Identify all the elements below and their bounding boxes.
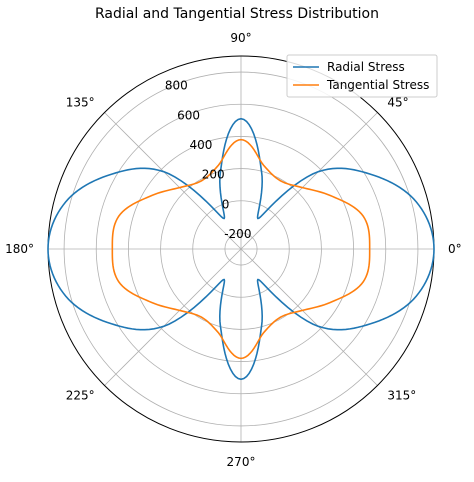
series-line-radial-stress — [47, 117, 435, 381]
angle-tick-label: 90° — [230, 31, 251, 45]
angle-grid-line — [240, 248, 378, 386]
angle-tick-label: 270° — [227, 455, 256, 469]
angle-grid-line — [104, 112, 242, 250]
polar-grid — [47, 55, 435, 443]
series-line-tangential-stress — [111, 138, 371, 360]
r-tick-label: 800 — [165, 79, 188, 93]
legend-label: Radial Stress — [327, 60, 405, 74]
legend-label: Tangential Stress — [326, 78, 429, 92]
angle-grid-line — [240, 112, 378, 250]
angle-tick-label: 0° — [448, 242, 462, 256]
angle-tick-label: 45° — [387, 96, 408, 110]
r-tick-label: 400 — [189, 138, 212, 152]
axis-labels: 0° 45° 90° 135° 180° 225° 270° 315° -200 0 200 400 6… — [5, 31, 462, 469]
angle-grid-line — [104, 248, 242, 386]
r-tick-label: -200 — [224, 227, 251, 241]
legend[interactable]: Radial Stress Tangential Stress — [286, 54, 438, 98]
angle-tick-label: 225° — [66, 388, 95, 402]
chart-title: Radial and Tangential Stress Distributio… — [95, 6, 379, 22]
series-lines — [47, 117, 435, 381]
r-tick-label: 600 — [177, 108, 200, 122]
angle-tick-label: 180° — [5, 242, 34, 256]
r-tick-label: 200 — [202, 168, 225, 182]
angle-tick-label: 135° — [66, 96, 95, 110]
legend-box — [286, 54, 438, 98]
r-tick-label: 0 — [222, 197, 230, 211]
angle-tick-label: 315° — [387, 388, 416, 402]
